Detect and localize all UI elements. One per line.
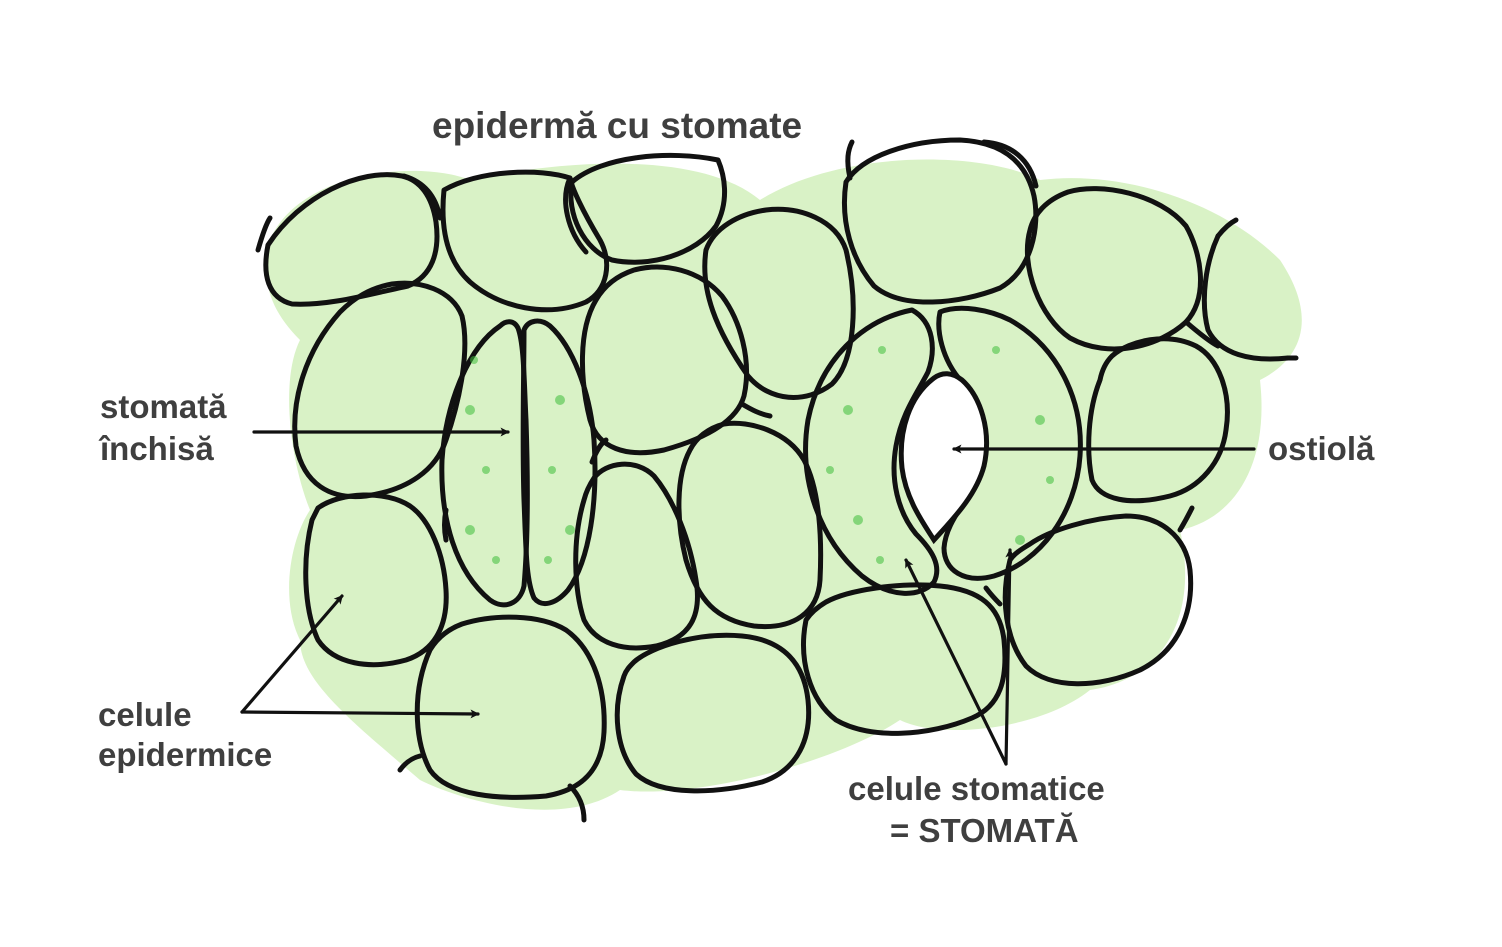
epidermal-cell [676, 420, 824, 630]
chloroplast-dots [826, 346, 1054, 564]
label-epidermal-cells-line2: epidermice [98, 736, 272, 773]
epidermal-cell [1024, 186, 1203, 352]
epidermal-cell [303, 492, 449, 668]
annotation-arrows [240, 427, 1256, 766]
epidermal-cell [568, 152, 728, 265]
guard-cell-left [439, 319, 530, 608]
chloroplast-dots [465, 356, 575, 564]
epidermal-cell [801, 582, 1008, 736]
diagram-title: epidermă cu stomate [432, 105, 802, 146]
epidermal-cell [1086, 336, 1230, 504]
label-guard-cells-line1: celule stomatice [848, 770, 1105, 807]
closed-stoma [439, 318, 598, 608]
epidermal-cell [841, 137, 1039, 305]
guard-cell-right [520, 318, 598, 607]
epidermal-cell [1201, 233, 1291, 362]
epidermal-cell [440, 169, 610, 313]
ostiole-pore [898, 371, 990, 545]
label-ostiole: ostiolă [1268, 430, 1375, 467]
open-stoma [803, 305, 1083, 596]
label-closed-stoma-line2: închisă [98, 430, 214, 467]
epidermal-cell [614, 632, 812, 794]
arrow-guard-cell-left [904, 558, 1008, 766]
cell-wall-fragments [255, 139, 1299, 823]
label-closed-stoma-line1: stomată [100, 388, 227, 425]
label-epidermal-cells-line1: celule [98, 696, 192, 733]
arrow-epidermal-cell-1 [240, 594, 344, 714]
guard-cell-left [803, 307, 940, 596]
arrow-guard-cell-right [1004, 548, 1015, 766]
label-guard-cells-line2: = STOMATĂ [890, 812, 1079, 849]
green-wash [266, 159, 1302, 810]
epidermal-cell [414, 614, 607, 800]
epidermal-cell [263, 172, 440, 307]
epidermal-cell [1002, 513, 1194, 687]
arrow-epidermal-cell-2 [240, 709, 480, 719]
